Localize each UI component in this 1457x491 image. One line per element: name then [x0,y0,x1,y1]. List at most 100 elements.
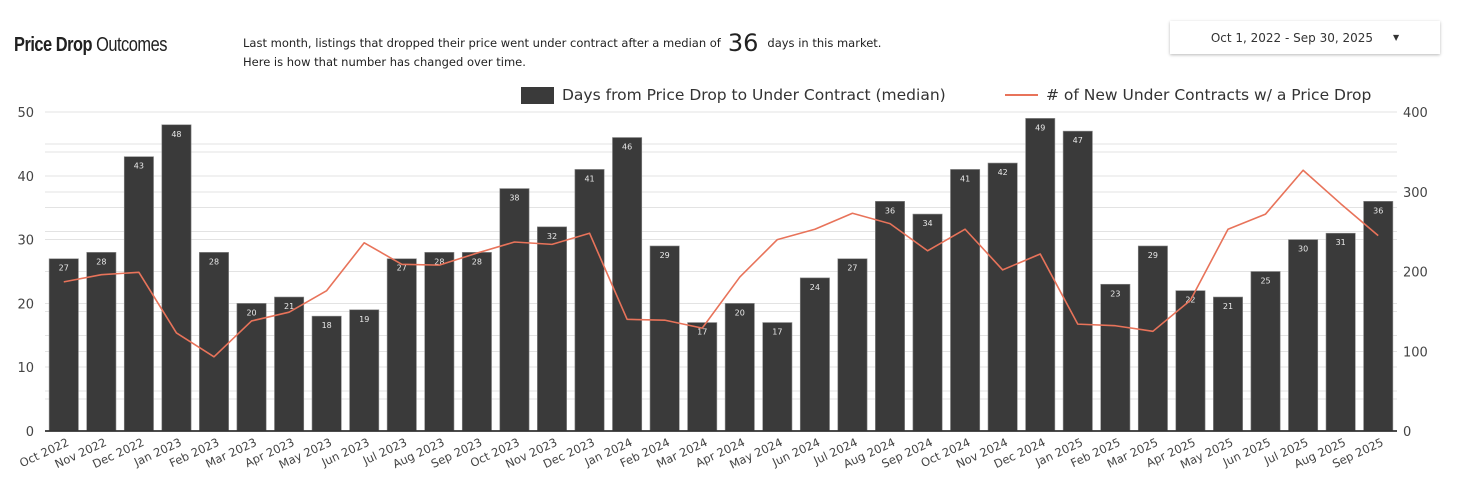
y-axis-tick-label: 10 [17,361,34,376]
legend-bar-swatch [521,86,554,104]
bar-value-label: 17 [772,328,782,337]
y-axis-tick-label: 0 [26,425,34,440]
bar-value-label: 24 [810,283,820,292]
bar [199,252,229,432]
bar [461,252,492,432]
legend-bars-label: Days from Price Drop to Under Contract (… [562,86,946,104]
bar-value-label: 41 [584,174,594,183]
bar-value-label: 47 [1073,136,1083,145]
y2-axis-tick-label: 400 [1403,106,1428,121]
y-axis-tick-label: 20 [17,297,34,312]
y2-axis-tick-label: 200 [1403,266,1428,281]
bar [1025,118,1056,432]
title-regular: Outcomes [96,34,167,56]
x-axis-tick-label: Nov 2023 [503,435,559,471]
x-axis-tick-label: Aug 2024 [841,435,897,471]
summary-text: Last month, listings that dropped their … [243,31,881,72]
bar [837,258,868,432]
bar [1062,130,1093,432]
bar [912,213,943,432]
date-range-picker[interactable]: Oct 1, 2022 - Sep 30, 2025 ▼ [1170,21,1440,54]
bar [349,309,380,432]
bar [574,169,605,432]
x-axis-tick-label: Apr 2024 [693,435,747,470]
x-axis-tick-label: Apr 2025 [1144,435,1198,470]
bar [161,124,192,432]
x-axis-tick-label: Jan 2025 [1032,435,1085,470]
x-axis-tick-label: Nov 2022 [52,435,108,471]
bar-value-label: 27 [847,264,857,273]
bar [612,137,643,432]
summary-line-2: Here is how that number has changed over… [243,55,526,69]
y-axis-tick-label: 30 [17,234,34,249]
x-axis-tick-label: Feb 2025 [1068,435,1122,470]
line-series [63,169,1379,358]
legend-line-label: # of New Under Contracts w/ a Price Drop [1046,86,1372,104]
bar-value-label: 30 [1298,245,1308,254]
caret-down-icon: ▼ [1393,33,1400,42]
x-axis-tick-label: Oct 2023 [468,435,522,470]
y-axis-tick-label: 50 [17,106,34,121]
bar-value-label: 48 [171,130,181,139]
y2-axis-tick-label: 300 [1403,186,1428,201]
bar [123,156,154,432]
x-axis-tick-label: Apr 2023 [243,435,297,470]
x-axis-tick-label: Mar 2024 [654,435,709,471]
bar [311,315,342,432]
x-axis-tick-label: Jun 2023 [319,435,372,470]
line-path [63,169,1379,358]
title-bold: Price Drop [14,34,93,56]
bar [950,169,981,432]
bar-value-label: 29 [1148,251,1158,260]
bar-value-label: 31 [1336,238,1346,247]
bar-value-label: 22 [1185,296,1195,305]
bar [875,201,905,432]
date-range-label: Oct 1, 2022 - Sep 30, 2025 [1210,30,1374,45]
bar [1137,245,1168,432]
median-days-value: 36 [727,29,759,57]
page-title: Price Drop Outcomes [14,34,167,57]
x-axis-tick-label: May 2025 [1178,435,1235,472]
x-axis-tick-label: Feb 2023 [167,435,221,470]
bar [48,258,79,432]
x-axis-tick-label: Sep 2025 [1330,435,1385,471]
bar [987,162,1018,432]
x-axis-tick-label: Jan 2024 [582,435,635,470]
legend-item-line[interactable]: # of New Under Contracts w/ a Price Drop [1005,86,1371,104]
bar-value-label: 42 [998,168,1008,177]
bar-value-label: 19 [359,315,369,324]
bar [1288,239,1319,432]
summary-pre: Last month, listings that dropped their … [243,36,721,50]
bar-data-labels: 27 28 43 48 28 20 21 18 19 27 28 28 38 32 41 46 29 17 20 17… [59,123,1384,336]
x-axis-tick-label: Oct 2022 [17,435,71,470]
x-axis-tick-label: Nov 2024 [954,435,1010,471]
y2-axis-tick-label: 100 [1403,345,1428,360]
bar-series [48,118,1394,432]
x-axis-tick-label: Mar 2025 [1105,435,1160,471]
bar-value-label: 20 [735,308,745,317]
x-axis-tick-label: Aug 2023 [390,435,446,471]
bar-value-label: 17 [697,328,707,337]
bar-value-label: 41 [960,174,970,183]
bar [1250,271,1281,432]
x-axis-tick-label: Feb 2024 [618,435,672,470]
bar-value-label: 28 [209,257,219,266]
bar-value-label: 43 [134,162,144,171]
bar [386,258,417,432]
x-axis-tick-label: Sep 2023 [429,435,484,471]
bar-value-label: 34 [922,219,932,228]
bar [537,226,567,432]
x-axis-tick-label: Jun 2024 [769,435,822,470]
x-axis-tick-label: Jul 2025 [1261,435,1310,468]
summary-line-1: Last month, listings that dropped their … [243,31,881,55]
x-axis-tick-label: May 2024 [727,435,784,472]
bar-value-label: 20 [246,308,256,317]
bar-value-label: 36 [885,206,895,215]
x-axis-tick-label: Dec 2023 [541,435,597,471]
bar [499,188,530,432]
bar [236,303,267,432]
chart-legend: Days from Price Drop to Under Contract (… [0,86,1457,108]
bar [1100,283,1131,432]
legend-item-bars[interactable]: Days from Price Drop to Under Contract (… [521,86,946,104]
